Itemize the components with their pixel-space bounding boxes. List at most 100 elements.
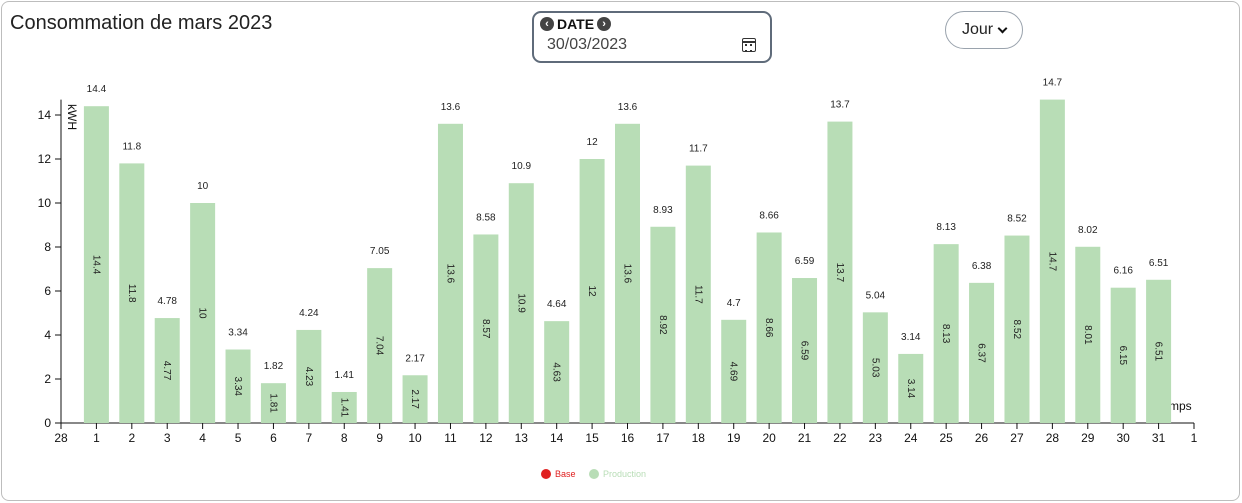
calendar-icon[interactable] — [742, 38, 756, 52]
x-tick-label: 26 — [975, 431, 989, 445]
bar-inner-label: 13.6 — [444, 264, 455, 284]
bar-top-label: 13.7 — [830, 100, 850, 111]
bar-top-label: 13.6 — [618, 102, 638, 113]
bar-top-label: 4.78 — [157, 296, 177, 307]
x-tick-label: 5 — [235, 431, 242, 445]
bar — [190, 203, 216, 423]
y-tick-label: 4 — [44, 328, 51, 342]
date-header: ‹ DATE › — [540, 16, 612, 32]
x-tick-label: 7 — [306, 431, 313, 445]
bar-top-label: 14.4 — [87, 84, 107, 95]
x-tick-label: 8 — [341, 431, 348, 445]
x-tick-label: 23 — [869, 431, 883, 445]
bar-top-label: 6.51 — [1149, 258, 1169, 269]
x-tick-label: 15 — [585, 431, 599, 445]
date-input[interactable]: 30/03/2023 — [547, 36, 628, 53]
bar-inner-label: 6.51 — [1153, 342, 1164, 362]
bar-inner-label: 8.57 — [480, 319, 491, 339]
bar — [473, 234, 499, 423]
x-tick-label: 9 — [376, 431, 383, 445]
bar — [827, 121, 853, 423]
x-tick-label: 27 — [1010, 431, 1024, 445]
bar — [154, 318, 180, 423]
bar-inner-label: 1.41 — [338, 398, 349, 418]
bar — [1075, 246, 1101, 423]
bar-inner-label: 13.6 — [622, 264, 633, 284]
x-tick-label: 12 — [479, 431, 493, 445]
bar-inner-label: 7.04 — [374, 336, 385, 356]
arrow-right-circle-icon[interactable]: › — [597, 17, 612, 31]
bar-top-label: 1.82 — [264, 361, 284, 372]
y-tick-label: 6 — [44, 284, 51, 298]
bar-top-label: 4.64 — [547, 299, 567, 310]
bar-inner-label: 10 — [197, 307, 208, 319]
y-axis-title: kWH — [65, 104, 79, 130]
x-tick-label: 2 — [128, 431, 135, 445]
legend-label: Base — [555, 469, 576, 479]
x-tick-label: 14 — [550, 431, 564, 445]
x-tick-label: 17 — [656, 431, 670, 445]
bar — [792, 278, 818, 423]
bar-top-label: 2.17 — [405, 353, 425, 364]
x-tick-label: 20 — [762, 431, 776, 445]
bar-inner-label: 11.8 — [126, 284, 137, 303]
bar-inner-label: 8.13 — [940, 324, 951, 344]
bar-top-label: 6.16 — [1113, 266, 1133, 277]
bar-top-label: 10.9 — [512, 161, 532, 172]
bar-top-label: 10 — [197, 181, 209, 192]
bar-top-label: 14.7 — [1043, 78, 1063, 89]
bar-top-label: 3.14 — [901, 332, 921, 343]
bar — [544, 321, 570, 423]
period-select[interactable]: Jour — [945, 11, 1023, 49]
x-tick-label: 19 — [727, 431, 741, 445]
bar — [331, 391, 357, 423]
bar — [1004, 235, 1030, 423]
bar — [367, 268, 393, 423]
bar — [685, 165, 711, 423]
bar-inner-label: 8.52 — [1011, 320, 1022, 340]
date-label: DATE — [557, 16, 595, 32]
x-tick-label: 3 — [164, 431, 171, 445]
bar — [721, 319, 747, 423]
bar-inner-label: 6.37 — [976, 343, 987, 363]
bar-top-label: 8.93 — [653, 205, 673, 216]
bar-top-label: 11.8 — [122, 141, 141, 152]
arrow-left-circle-icon[interactable]: ‹ — [540, 17, 554, 31]
x-tick-label: 16 — [621, 431, 635, 445]
bar-inner-label: 2.17 — [409, 389, 420, 409]
bar-top-label: 1.41 — [335, 370, 355, 381]
bar-top-label: 4.7 — [727, 298, 741, 309]
x-tick-label: 6 — [270, 431, 277, 445]
x-tick-label: 21 — [798, 431, 812, 445]
bar-top-label: 5.04 — [866, 290, 886, 301]
x-tick-label: 22 — [833, 431, 847, 445]
bar — [225, 349, 251, 423]
bar-top-label: 4.24 — [299, 308, 319, 319]
bar-inner-label: 6.59 — [799, 341, 810, 361]
legend-marker — [589, 469, 599, 479]
bar — [898, 353, 924, 423]
bar — [969, 282, 995, 423]
x-tick-label: 10 — [408, 431, 422, 445]
bar-top-label: 12 — [587, 137, 599, 148]
bar-top-label: 8.66 — [759, 210, 779, 221]
bar-inner-label: 4.77 — [161, 361, 172, 381]
bar-inner-label: 3.14 — [905, 379, 916, 399]
bar — [579, 159, 605, 423]
x-tick-label: 1 — [93, 431, 100, 445]
date-picker[interactable]: ‹ DATE › 30/03/2023 — [532, 11, 772, 63]
y-tick-label: 2 — [44, 372, 51, 386]
bar-inner-label: 8.92 — [657, 315, 668, 335]
bar-top-label: 6.59 — [795, 256, 815, 267]
bar — [260, 383, 286, 423]
bar-top-label: 6.38 — [972, 261, 992, 272]
bar-inner-label: 1.81 — [267, 393, 278, 413]
bar-inner-label: 14.7 — [1046, 252, 1057, 272]
bar-inner-label: 11.7 — [692, 285, 703, 304]
bar — [933, 244, 959, 423]
bar-top-label: 7.05 — [370, 246, 390, 257]
bar-inner-label: 12 — [586, 285, 597, 297]
y-tick-label: 0 — [44, 416, 51, 430]
x-tick-label: 29 — [1081, 431, 1095, 445]
bar-top-label: 13.6 — [441, 102, 461, 113]
